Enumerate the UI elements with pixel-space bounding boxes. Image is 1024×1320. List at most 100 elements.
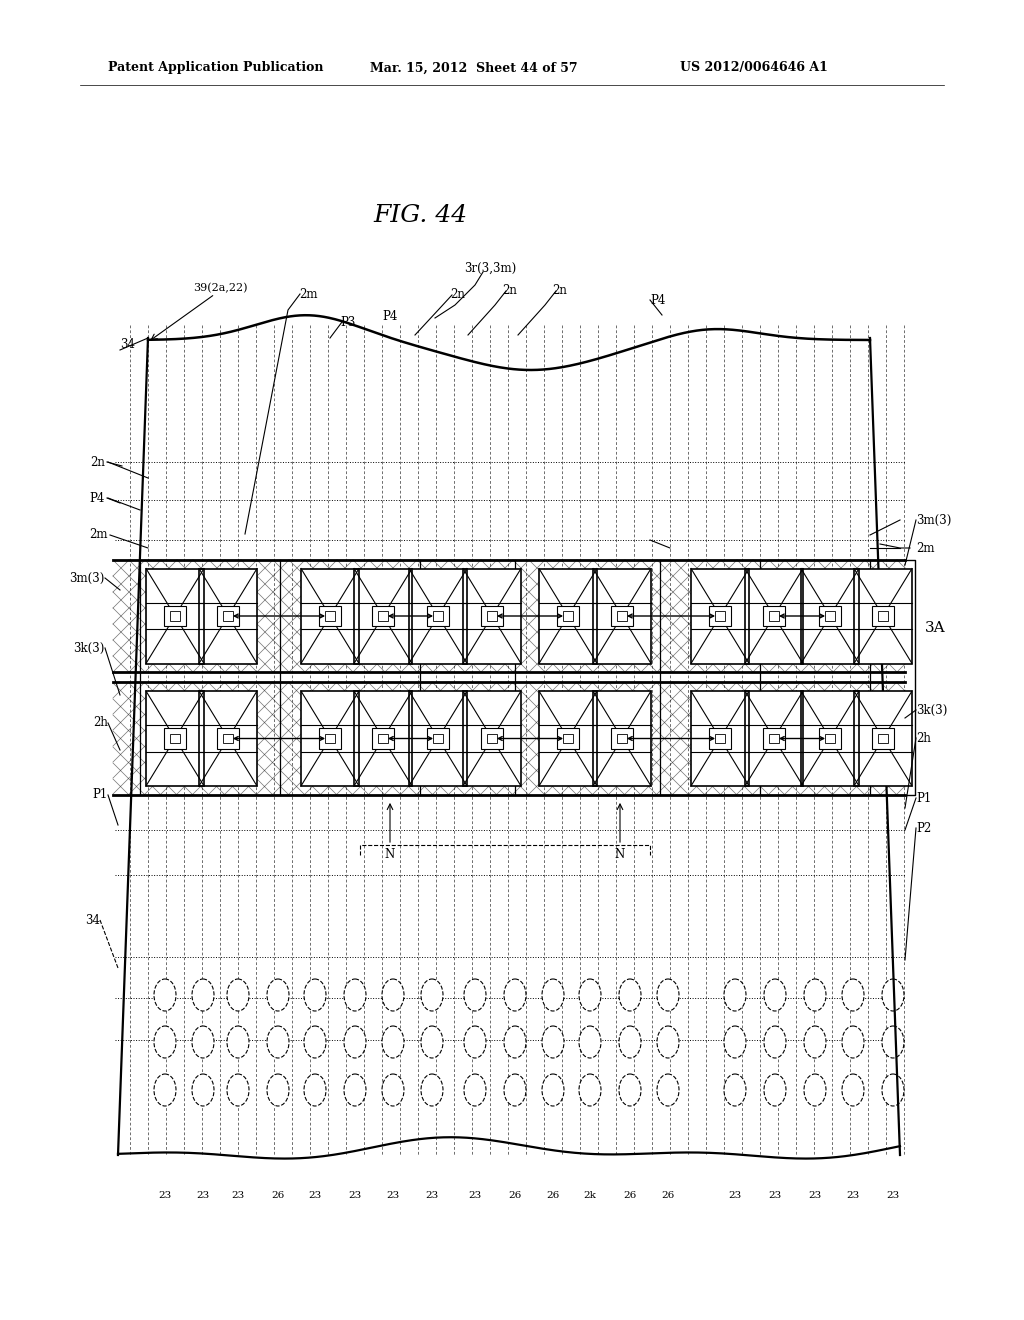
Ellipse shape: [542, 1074, 564, 1106]
Text: 23: 23: [887, 1191, 900, 1200]
Ellipse shape: [579, 1074, 601, 1106]
Text: US 2012/0064646 A1: US 2012/0064646 A1: [680, 62, 827, 74]
Text: 34: 34: [120, 338, 135, 351]
Ellipse shape: [579, 979, 601, 1011]
Bar: [354, 690, 412, 785]
Bar: [433, 734, 443, 743]
Bar: [824, 611, 836, 620]
Text: 3A: 3A: [925, 620, 945, 635]
Ellipse shape: [657, 1026, 679, 1059]
Bar: [709, 606, 731, 627]
Ellipse shape: [267, 1026, 289, 1059]
Ellipse shape: [344, 979, 366, 1011]
Bar: [486, 734, 498, 743]
Bar: [745, 690, 803, 785]
Ellipse shape: [193, 1074, 214, 1106]
Ellipse shape: [542, 1026, 564, 1059]
Ellipse shape: [764, 979, 786, 1011]
Ellipse shape: [154, 1026, 176, 1059]
Bar: [854, 690, 912, 785]
Ellipse shape: [764, 1074, 786, 1106]
Ellipse shape: [227, 1026, 249, 1059]
Bar: [463, 569, 521, 664]
Ellipse shape: [842, 1026, 864, 1059]
Bar: [769, 734, 779, 743]
Bar: [593, 569, 651, 664]
Text: 3m(3): 3m(3): [916, 513, 951, 527]
Bar: [769, 611, 779, 620]
Text: 2n: 2n: [503, 285, 517, 297]
Ellipse shape: [267, 1074, 289, 1106]
Bar: [146, 569, 204, 664]
Bar: [378, 734, 388, 743]
Text: P4: P4: [650, 293, 666, 306]
Text: P1: P1: [916, 792, 931, 804]
Ellipse shape: [421, 979, 443, 1011]
Ellipse shape: [382, 979, 404, 1011]
Text: 23: 23: [728, 1191, 741, 1200]
Bar: [763, 729, 785, 748]
Ellipse shape: [724, 1026, 746, 1059]
Bar: [301, 690, 359, 785]
Text: 26: 26: [271, 1191, 285, 1200]
Bar: [372, 606, 394, 627]
Bar: [709, 729, 731, 748]
Text: 23: 23: [197, 1191, 210, 1200]
Bar: [854, 690, 912, 785]
Text: P3: P3: [340, 315, 355, 329]
Bar: [463, 690, 521, 785]
Bar: [539, 569, 597, 664]
Bar: [372, 729, 394, 748]
Text: 23: 23: [768, 1191, 781, 1200]
Text: 26: 26: [624, 1191, 637, 1200]
Bar: [199, 569, 257, 664]
Bar: [801, 690, 859, 785]
Ellipse shape: [304, 979, 326, 1011]
Bar: [593, 690, 651, 785]
Bar: [763, 606, 785, 627]
Bar: [557, 606, 579, 627]
Ellipse shape: [504, 979, 526, 1011]
Bar: [824, 734, 836, 743]
Text: 23: 23: [348, 1191, 361, 1200]
Ellipse shape: [504, 1026, 526, 1059]
Text: 3m(3): 3m(3): [70, 572, 105, 585]
Bar: [691, 690, 749, 785]
Ellipse shape: [579, 1026, 601, 1059]
Bar: [301, 569, 359, 664]
Ellipse shape: [657, 1074, 679, 1106]
Bar: [854, 569, 912, 664]
Bar: [146, 690, 204, 785]
Bar: [819, 606, 841, 627]
Bar: [325, 611, 335, 620]
Text: 2m: 2m: [89, 528, 108, 541]
Text: 23: 23: [308, 1191, 322, 1200]
Text: 2n: 2n: [90, 455, 105, 469]
Ellipse shape: [227, 1074, 249, 1106]
Text: N: N: [614, 849, 625, 862]
Ellipse shape: [421, 1026, 443, 1059]
Ellipse shape: [842, 979, 864, 1011]
Bar: [146, 569, 204, 664]
Bar: [819, 729, 841, 748]
Bar: [872, 606, 894, 627]
Bar: [611, 729, 633, 748]
Text: 2k: 2k: [584, 1191, 596, 1200]
Ellipse shape: [421, 1074, 443, 1106]
Text: P2: P2: [916, 821, 931, 834]
Bar: [481, 606, 503, 627]
Ellipse shape: [344, 1026, 366, 1059]
Bar: [301, 690, 359, 785]
Ellipse shape: [464, 979, 486, 1011]
Bar: [616, 611, 628, 620]
Bar: [217, 729, 239, 748]
Bar: [616, 734, 628, 743]
Bar: [557, 729, 579, 748]
Bar: [745, 690, 803, 785]
Text: 2n: 2n: [553, 285, 567, 297]
Text: 3k(3): 3k(3): [74, 642, 105, 655]
Bar: [872, 729, 894, 748]
Ellipse shape: [804, 1074, 826, 1106]
Bar: [409, 569, 467, 664]
Bar: [199, 690, 257, 785]
